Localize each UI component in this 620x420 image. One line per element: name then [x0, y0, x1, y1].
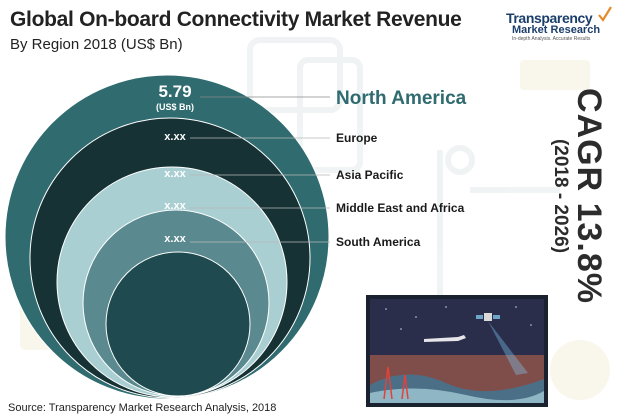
category-label-middle-east-and-africa: Middle East and Africa [336, 201, 465, 215]
value-label-north-america: 5.79 [158, 82, 191, 101]
cagr-label: CAGR 13.8% [570, 88, 608, 304]
value-label-asia-pacific: x.xx [164, 168, 186, 180]
cell-tower-icon [383, 366, 409, 400]
page-subtitle: By Region 2018 (US$ Bn) [10, 36, 183, 53]
category-label-asia-pacific: Asia Pacific [336, 168, 404, 182]
cagr-years: (2018 - 2026) [550, 138, 571, 254]
value-label-middle-east-and-africa: x.xx [164, 200, 186, 212]
checkmark-icon [598, 6, 612, 22]
category-label-south-america: South America [336, 235, 421, 249]
category-label-europe: Europe [336, 131, 378, 145]
circle-south-america [105, 251, 251, 397]
page-title: Global On-board Connectivity Market Reve… [10, 8, 462, 31]
logo-name-line2: Market Research [512, 24, 601, 36]
category-label-north-america: North America [336, 88, 467, 109]
company-logo: Transparency Market Research In-depth An… [506, 6, 614, 42]
source-note: Source: Transparency Market Research Ana… [8, 402, 277, 414]
unit-label: (US$ Bn) [156, 102, 194, 112]
value-label-europe: x.xx [164, 131, 186, 143]
value-label-south-america: x.xx [164, 233, 186, 245]
logo-tagline: In-depth Analysis. Accurate Results [512, 36, 591, 42]
satellite-icon [476, 313, 500, 321]
inflight-connectivity-illustration [366, 295, 548, 407]
airplane-icon [424, 335, 466, 342]
logo-name-line1: Transparency [506, 10, 593, 26]
